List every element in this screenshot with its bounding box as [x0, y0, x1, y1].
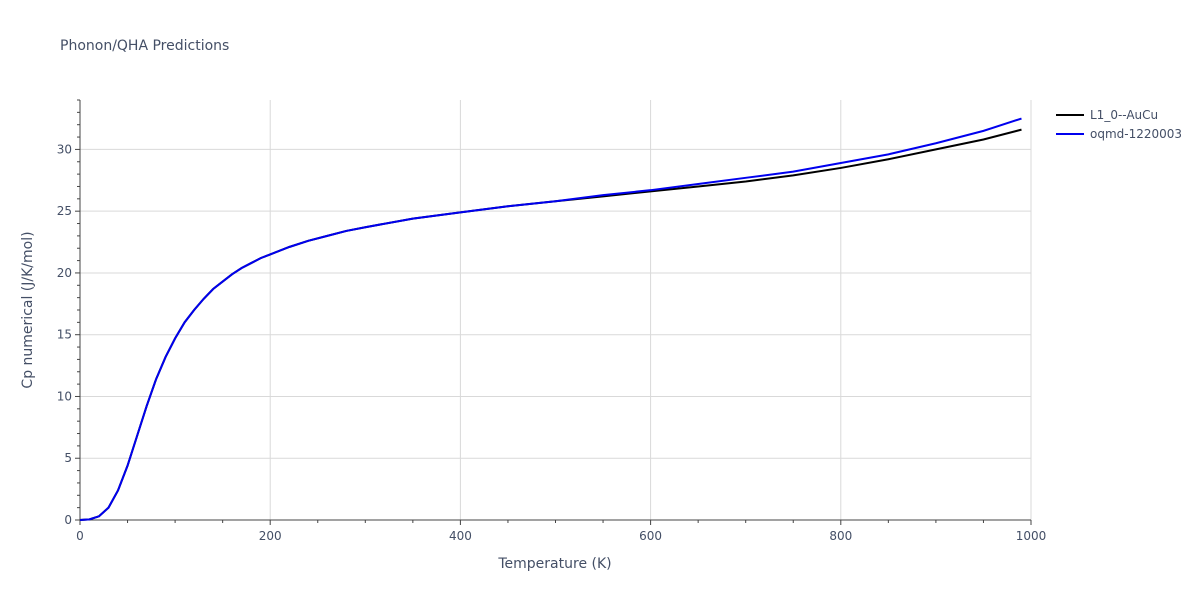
- y-tick-label: 20: [57, 266, 72, 280]
- chart-title: Phonon/QHA Predictions: [60, 38, 229, 54]
- series-layer: [79, 117, 1022, 521]
- x-tick-label: 600: [639, 529, 662, 543]
- y-tick-label: 0: [64, 513, 72, 527]
- y-tick-label: 30: [57, 142, 72, 156]
- y-tick-label: 5: [64, 451, 72, 465]
- legend-label: L1_0--AuCu: [1090, 108, 1158, 122]
- y-tick-label: 25: [57, 204, 72, 218]
- x-tick-label: 800: [829, 529, 852, 543]
- x-tick-label: 1000: [1016, 529, 1047, 543]
- x-axis-label: Temperature (K): [497, 556, 611, 572]
- x-tick-label: 400: [449, 529, 472, 543]
- y-tick-label: 15: [57, 328, 72, 342]
- axes: 0 200 400 600 800 1000 0 5 10 15 20 25 30: [57, 99, 1047, 543]
- legend-item-1[interactable]: L1_0--AuCu: [1056, 108, 1158, 122]
- series-line-2: [79, 117, 1022, 521]
- x-tick-label: 0: [76, 529, 84, 543]
- x-tick-label: 200: [259, 529, 282, 543]
- grid: [80, 100, 1032, 520]
- y-axis-label: Cp numerical (J/K/mol): [20, 231, 36, 388]
- legend[interactable]: L1_0--AuCu oqmd-1220003: [1056, 108, 1182, 141]
- legend-label: oqmd-1220003: [1090, 127, 1182, 141]
- series-line-1: [79, 128, 1022, 521]
- y-tick-label: 10: [57, 389, 72, 403]
- legend-item-2[interactable]: oqmd-1220003: [1056, 127, 1182, 141]
